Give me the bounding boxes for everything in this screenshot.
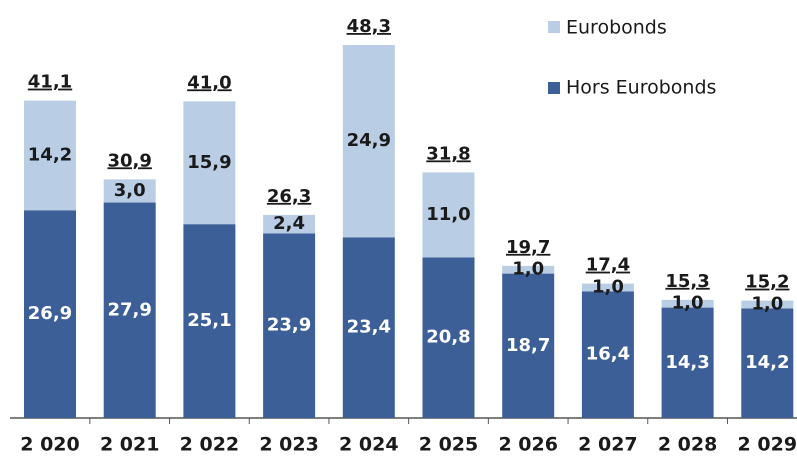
data-label: 16,4 bbox=[586, 344, 630, 365]
x-tick-label: 2 028 bbox=[658, 434, 718, 456]
x-tick-label: 2 024 bbox=[339, 434, 399, 456]
bar-segment bbox=[581, 283, 634, 292]
data-label: 1,0 bbox=[672, 293, 704, 314]
data-label: 18,7 bbox=[506, 335, 550, 356]
data-label: 1,0 bbox=[592, 276, 624, 297]
bar-segment bbox=[581, 291, 634, 418]
total-label: 41,1 bbox=[28, 72, 72, 93]
data-label: 11,0 bbox=[426, 204, 470, 225]
bar-segment bbox=[103, 202, 156, 418]
x-tick-label: 2 021 bbox=[100, 434, 160, 456]
bar-segment bbox=[263, 233, 316, 418]
data-label: 1,0 bbox=[751, 293, 783, 314]
bar-segment bbox=[422, 257, 475, 418]
total-label: 41,0 bbox=[187, 72, 231, 93]
x-tick-label: 2 025 bbox=[419, 434, 479, 456]
legend-swatch bbox=[548, 21, 560, 33]
bar-segment bbox=[24, 210, 76, 418]
data-label: 3,0 bbox=[114, 180, 146, 201]
total-label: 15,3 bbox=[665, 271, 709, 292]
data-label: 1,0 bbox=[512, 259, 544, 280]
x-tick-label: 2 026 bbox=[498, 434, 558, 456]
bar-segment bbox=[661, 299, 714, 308]
bar-segment bbox=[422, 172, 475, 258]
bar-segment bbox=[741, 308, 794, 418]
bar-segment bbox=[502, 273, 555, 418]
data-label: 20,8 bbox=[426, 327, 470, 348]
data-label: 27,9 bbox=[107, 299, 151, 320]
x-tick-label: 2 023 bbox=[259, 434, 319, 456]
data-label: 23,9 bbox=[267, 315, 311, 336]
bar-segment bbox=[103, 179, 156, 203]
bar-segment bbox=[342, 237, 395, 418]
x-tick-label: 2 027 bbox=[578, 434, 638, 456]
total-label: 31,8 bbox=[426, 143, 470, 164]
x-tick-label: 2 020 bbox=[20, 434, 80, 456]
x-tick-label: 2 029 bbox=[738, 434, 797, 456]
total-label: 48,3 bbox=[347, 16, 391, 37]
total-label: 30,9 bbox=[107, 150, 151, 171]
data-label: 14,3 bbox=[665, 352, 709, 373]
bar-segment bbox=[661, 307, 714, 418]
bar-segment bbox=[183, 224, 236, 418]
data-label: 14,2 bbox=[745, 352, 789, 373]
bar-segment bbox=[263, 214, 316, 234]
bar-segment bbox=[183, 101, 236, 225]
total-label: 19,7 bbox=[506, 237, 550, 258]
total-label: 26,3 bbox=[267, 186, 311, 207]
data-label: 25,1 bbox=[187, 310, 231, 331]
bar-segment bbox=[342, 45, 395, 238]
data-label: 23,4 bbox=[347, 317, 391, 338]
bar-segment bbox=[24, 100, 76, 211]
data-label: 15,9 bbox=[187, 152, 231, 173]
bar-segment bbox=[502, 265, 555, 274]
legend-label: Eurobonds bbox=[566, 17, 667, 39]
legend-swatch bbox=[548, 82, 560, 94]
bar-segment bbox=[741, 300, 794, 309]
data-label: 24,9 bbox=[347, 130, 391, 151]
total-label: 17,4 bbox=[586, 255, 630, 276]
data-label: 14,2 bbox=[28, 144, 72, 165]
x-tick-label: 2 022 bbox=[180, 434, 240, 456]
data-label: 26,9 bbox=[28, 303, 72, 324]
data-label: 2,4 bbox=[273, 213, 305, 234]
total-label: 15,2 bbox=[745, 272, 789, 293]
legend-label: Hors Eurobonds bbox=[566, 77, 716, 99]
